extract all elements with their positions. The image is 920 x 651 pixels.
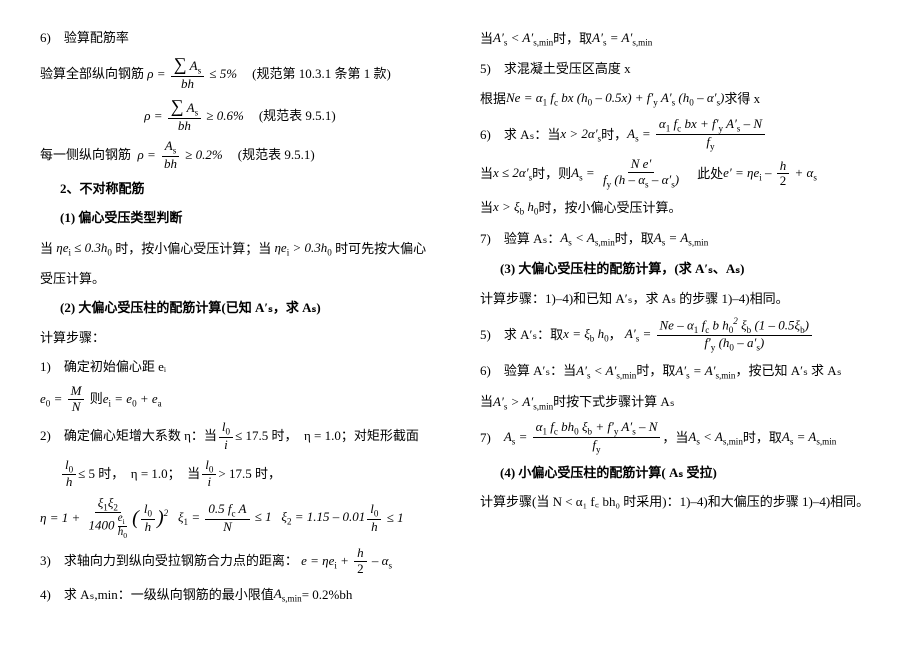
sec-2: 2、不对称配筋: [40, 177, 440, 200]
sec-4: (4) 小偏心受压柱的配筋计算( Aₛ 受拉): [480, 461, 880, 484]
r-step-5: 5) 求混凝土受压区高度 x: [480, 57, 880, 80]
step-2b-text: ≤ 5 时， η = 1.0； 当: [78, 462, 200, 485]
r-x-le: 当 x ≤ 2α′s 时，则 As = N e′fy (h – αs – α′s…: [480, 157, 880, 189]
r3-step-7: 7) As = α1 fc bh0 ξb + f′y A′s – Nfy ，当 …: [480, 420, 880, 454]
ref: (规范表 9.5.1): [238, 143, 315, 166]
right-column: 当 A′s < A′s,min 时，取 A′s = A′s,min 5) 求混凝…: [480, 20, 880, 613]
step-2-text: 2) 确定偏心矩增大系数 η：当: [40, 424, 217, 447]
r-ne-formula: 根据 Ne = α1 fc bx (h0 – 0.5x) + f′y A′s (…: [480, 86, 880, 111]
r3-cond: 当 A′s > A′s,min 时按下式步骤计算 Aₛ: [480, 390, 880, 415]
r3-step-5: 5) 求 A′ₛ：取 x = ξb h0 ， A′s = Ne – α1 fc …: [480, 316, 880, 353]
r-line-1: 当 A′s < A′s,min 时，取 A′s = A′s,min: [480, 26, 880, 51]
eta-formula: η = 1 + ξ1ξ21400 eih0 ( l0h )2 ξ1 = 0.5 …: [40, 496, 440, 540]
step-3-text: 3) 求轴向力到纵向受拉钢筋合力点的距离：: [40, 549, 298, 572]
step-2b-text2: > 17.5 时，: [218, 462, 281, 485]
rho-all: 验算全部纵向钢筋 ρ = ∑ Asbh ≤ 5% (规范第 10.3.1 条第 …: [40, 55, 440, 91]
step-3: 3) 求轴向力到纵向受拉钢筋合力点的距离： e = ηei + h2 – αs: [40, 546, 440, 576]
step-2b: l0h ≤ 5 时， η = 1.0； 当 l0i > 17.5 时，: [40, 458, 440, 490]
ref: (规范第 10.3.1 条第 1 款): [252, 62, 391, 85]
step-1: 1) 确定初始偏心距 eᵢ: [40, 355, 440, 378]
sec-2-1: (1) 偏心受压类型判断: [40, 206, 440, 229]
label: 每一侧纵向钢筋: [40, 143, 131, 166]
step-4-text: 4) 求 Aₛ,min：一级纵向钢筋的最小限值: [40, 583, 274, 606]
type-judge-2: 受压计算。: [40, 267, 440, 290]
sec-3: (3) 大偏心受压柱的配筋计算，(求 A′ₛ、Aₛ): [480, 257, 880, 280]
item-6: 6) 验算配筋率: [40, 26, 440, 49]
type-judge: 当 ηei ≤ 0.3h0 时，按小偏心受压计算；当 ηei > 0.3h0 时…: [40, 236, 440, 261]
step-2-text2: ≤ 17.5 时， η = 1.0；对矩形截面: [235, 424, 419, 447]
r-step-7: 7) 验算 Aₛ：As < As,min 时，取 As = As,min: [480, 226, 880, 251]
rho-side: 每一侧纵向钢筋 ρ = Asbh ≥ 0.2% (规范表 9.5.1): [40, 139, 440, 171]
sec-2-2: (2) 大偏心受压柱的配筋计算(已知 A′ₛ，求 Aₛ): [40, 296, 440, 319]
rho-min1: ρ = ∑ Asbh ≥ 0.6% (规范表 9.5.1): [40, 97, 440, 133]
step-2: 2) 确定偏心矩增大系数 η：当 l0i ≤ 17.5 时， η = 1.0；对…: [40, 420, 440, 452]
r-steps-3: 计算步骤：1)–4)和已知 A′ₛ，求 Aₛ 的步骤 1)–4)相同。: [480, 287, 880, 310]
ref: (规范表 9.5.1): [259, 104, 336, 127]
step-4: 4) 求 Aₛ,min：一级纵向钢筋的最小限值 As,min = 0.2%bh: [40, 582, 440, 607]
r-x-gt: 当 x > ξb h0 时，按小偏心受压计算。: [480, 195, 880, 220]
step-4-text2: = 0.2%bh: [302, 583, 353, 606]
e0-formula: e0 = MN 则 ei = e0 + ea: [40, 384, 440, 414]
r-step-6: 6) 求 Aₛ：当 x > 2α′s 时， As = α1 fc bx + f′…: [480, 117, 880, 151]
left-column: 6) 验算配筋率 验算全部纵向钢筋 ρ = ∑ Asbh ≤ 5% (规范第 1…: [40, 20, 440, 613]
steps-label: 计算步骤：: [40, 326, 440, 349]
label: 验算全部纵向钢筋: [40, 62, 144, 85]
r4-steps: 计算步骤(当 N < α₁ f꜀ bh₀ 时采用)：1)–4)和大偏压的步骤 1…: [480, 490, 880, 513]
r3-step-6: 6) 验算 A′ₛ：当 A′s < A′s,min 时，取 A′s = A′s,…: [480, 359, 880, 384]
